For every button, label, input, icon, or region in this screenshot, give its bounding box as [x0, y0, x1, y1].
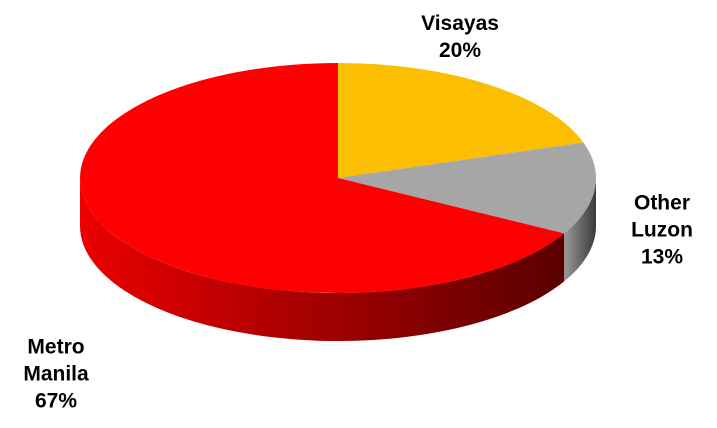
slice-label: Visayas 20%	[421, 10, 499, 64]
slice-side-shade	[80, 178, 565, 341]
slice	[338, 63, 584, 178]
slice-label: Other Luzon 13%	[631, 190, 693, 271]
slice-name: Metro Manila	[23, 335, 89, 386]
slice	[80, 63, 565, 293]
slice-percent: 20%	[438, 39, 482, 62]
slice-percent: 67%	[34, 389, 78, 413]
slice-name: Visayas	[421, 12, 499, 35]
slice-percent: 13%	[640, 245, 684, 269]
slice-label: Metro Manila 67%	[23, 334, 88, 415]
slice	[338, 142, 596, 234]
slice-name: Other Luzon	[631, 191, 693, 242]
slice-side-shade	[564, 178, 596, 282]
